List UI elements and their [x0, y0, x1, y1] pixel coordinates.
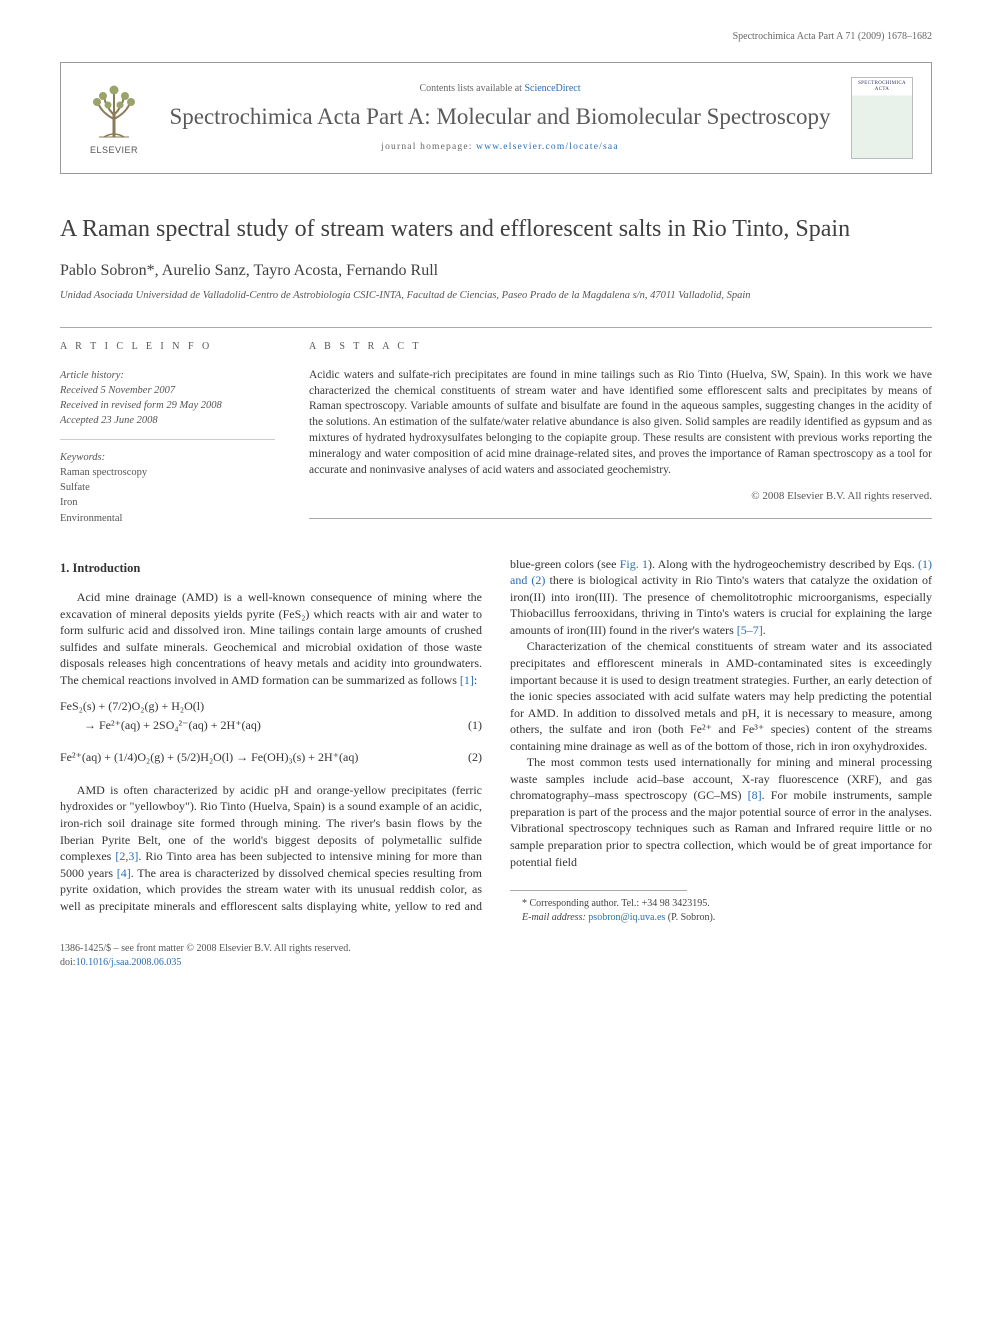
eq1-line1: FeS₂(s) + (7/2)O₂(g) + H₂O(l): [60, 698, 204, 715]
page-footer: 1386-1425/$ – see front matter © 2008 El…: [60, 942, 932, 969]
section-heading-intro: 1. Introduction: [60, 560, 482, 577]
equation-1: FeS₂(s) + (7/2)O₂(g) + H₂O(l): [60, 698, 482, 715]
abstract-text: Acidic waters and sulfate-rich precipita…: [309, 368, 932, 479]
abstract-rule: [309, 518, 932, 519]
p2b: . Rio Tinto area has been subjected to i…: [138, 849, 414, 863]
abstract-copyright: © 2008 Elsevier B.V. All rights reserved…: [309, 489, 932, 504]
journal-homepage-line: journal homepage: www.elsevier.com/locat…: [167, 141, 833, 154]
journal-header-box: ELSEVIER Contents lists available at Sci…: [60, 62, 932, 174]
contents-prefix: Contents lists available at: [419, 83, 524, 94]
article-title: A Raman spectral study of stream waters …: [60, 214, 932, 244]
history-accepted: Accepted 23 June 2008: [60, 415, 158, 426]
abstract-heading: A B S T R A C T: [309, 340, 932, 354]
homepage-prefix: journal homepage:: [381, 142, 476, 152]
citation-link[interactable]: [4]: [117, 866, 131, 880]
history-label: Article history:: [60, 368, 275, 383]
article-info-column: A R T I C L E I N F O Article history: R…: [60, 327, 275, 525]
abstract-column: A B S T R A C T Acidic waters and sulfat…: [309, 327, 932, 525]
doi-label: doi:: [60, 957, 76, 968]
keyword: Iron: [60, 497, 78, 508]
citation-link[interactable]: [1]: [460, 673, 474, 687]
citation-link[interactable]: [2,3]: [115, 849, 138, 863]
issn-line: 1386-1425/$ – see front matter © 2008 El…: [60, 943, 351, 954]
p3d: there is biological activity in Rio Tint…: [510, 573, 932, 637]
keyword: Sulfate: [60, 482, 90, 493]
body-paragraph: Characterization of the chemical constit…: [510, 638, 932, 754]
email-label: E-mail address:: [522, 912, 588, 923]
email-link[interactable]: psobron@iq.uva.es: [588, 912, 665, 923]
p1-text: Acid mine drainage (AMD) is a well-known…: [60, 590, 482, 687]
citation-link[interactable]: [8]: [748, 788, 762, 802]
corresponding-author-footnote: * Corresponding author. Tel.: +34 98 342…: [510, 897, 932, 911]
keywords-label: Keywords:: [60, 452, 105, 463]
header-center: Contents lists available at ScienceDirec…: [167, 82, 833, 154]
article-history: Article history: Received 5 November 200…: [60, 368, 275, 440]
body-paragraph: Acid mine drainage (AMD) is a well-known…: [60, 589, 482, 688]
body-paragraph: The most common tests used international…: [510, 754, 932, 870]
email-footnote: E-mail address: psobron@iq.uva.es (P. So…: [510, 911, 932, 925]
figure-link[interactable]: Fig. 1: [620, 557, 648, 571]
eq1-line2: → Fe²⁺(aq) + 2SO₄²⁻(aq) + 2H⁺(aq): [60, 717, 261, 734]
citation-link[interactable]: [5–7]: [737, 623, 763, 637]
footnote-rule: [510, 890, 687, 891]
contents-available-line: Contents lists available at ScienceDirec…: [167, 82, 833, 96]
p3c: ). Along with the hydrogeochemistry desc…: [648, 557, 918, 571]
eq2-text: Fe²⁺(aq) + (1/4)O₂(g) + (5/2)H₂O(l) → Fe…: [60, 749, 358, 766]
email-tail: (P. Sobron).: [665, 912, 715, 923]
affiliation: Unidad Asociada Universidad de Valladoli…: [60, 289, 932, 303]
eq1-number: (1): [460, 717, 482, 734]
article-body: 1. Introduction Acid mine drainage (AMD)…: [60, 556, 932, 924]
journal-title: Spectrochimica Acta Part A: Molecular an…: [167, 103, 833, 131]
keyword: Raman spectroscopy: [60, 467, 147, 478]
publisher-logo: ELSEVIER: [79, 79, 149, 157]
equation-1b: → Fe²⁺(aq) + 2SO₄²⁻(aq) + 2H⁺(aq) (1): [60, 717, 482, 734]
keyword: Environmental: [60, 513, 122, 524]
footer-left: 1386-1425/$ – see front matter © 2008 El…: [60, 942, 351, 969]
eq2-number: (2): [460, 749, 482, 766]
equation-2: Fe²⁺(aq) + (1/4)O₂(g) + (5/2)H₂O(l) → Fe…: [60, 749, 482, 766]
publisher-name: ELSEVIER: [90, 144, 138, 156]
history-revised: Received in revised form 29 May 2008: [60, 400, 222, 411]
homepage-link[interactable]: www.elsevier.com/locate/saa: [476, 142, 619, 152]
elsevier-tree-icon: [84, 85, 144, 141]
sciencedirect-link[interactable]: ScienceDirect: [524, 83, 580, 94]
info-abstract-row: A R T I C L E I N F O Article history: R…: [60, 327, 932, 525]
running-head: Spectrochimica Acta Part A 71 (2009) 167…: [60, 30, 932, 44]
authors-line: Pablo Sobron*, Aurelio Sanz, Tayro Acost…: [60, 260, 932, 282]
cover-label: SPECTROCHIMICA ACTA: [852, 81, 912, 95]
doi-link[interactable]: 10.1016/j.saa.2008.06.035: [76, 957, 182, 968]
history-received: Received 5 November 2007: [60, 385, 175, 396]
keywords-block: Keywords: Raman spectroscopy Sulfate Iro…: [60, 450, 275, 526]
journal-cover-thumbnail: SPECTROCHIMICA ACTA: [851, 77, 913, 159]
article-info-heading: A R T I C L E I N F O: [60, 340, 275, 354]
